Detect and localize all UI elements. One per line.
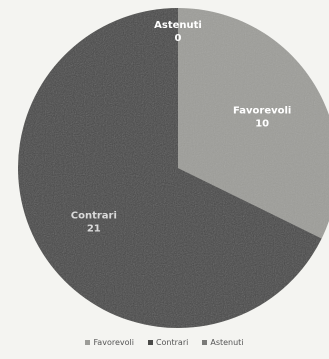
- legend-item-contrari: Contrari: [148, 338, 188, 347]
- legend-swatch-favorevoli: [85, 340, 90, 345]
- legend-swatch-astenuti: [202, 340, 207, 345]
- legend-label-astenuti: Astenuti: [210, 338, 243, 347]
- legend-label-contrari: Contrari: [156, 338, 188, 347]
- legend-item-astenuti: Astenuti: [202, 338, 243, 347]
- legend: Favorevoli Contrari Astenuti: [0, 338, 329, 347]
- slice-value-favorevoli: 10: [255, 119, 269, 130]
- slice-value-contrari: 21: [87, 223, 101, 234]
- slice-label-astenuti: Astenuti: [154, 20, 202, 31]
- legend-item-favorevoli: Favorevoli: [85, 338, 134, 347]
- legend-swatch-contrari: [148, 340, 153, 345]
- pie-svg: Favorevoli 10 Contrari 21 Astenuti 0: [0, 0, 329, 335]
- legend-label-favorevoli: Favorevoli: [93, 338, 134, 347]
- slice-label-favorevoli: Favorevoli: [233, 106, 291, 117]
- slice-label-contrari: Contrari: [71, 210, 117, 221]
- slice-value-astenuti: 0: [175, 33, 182, 44]
